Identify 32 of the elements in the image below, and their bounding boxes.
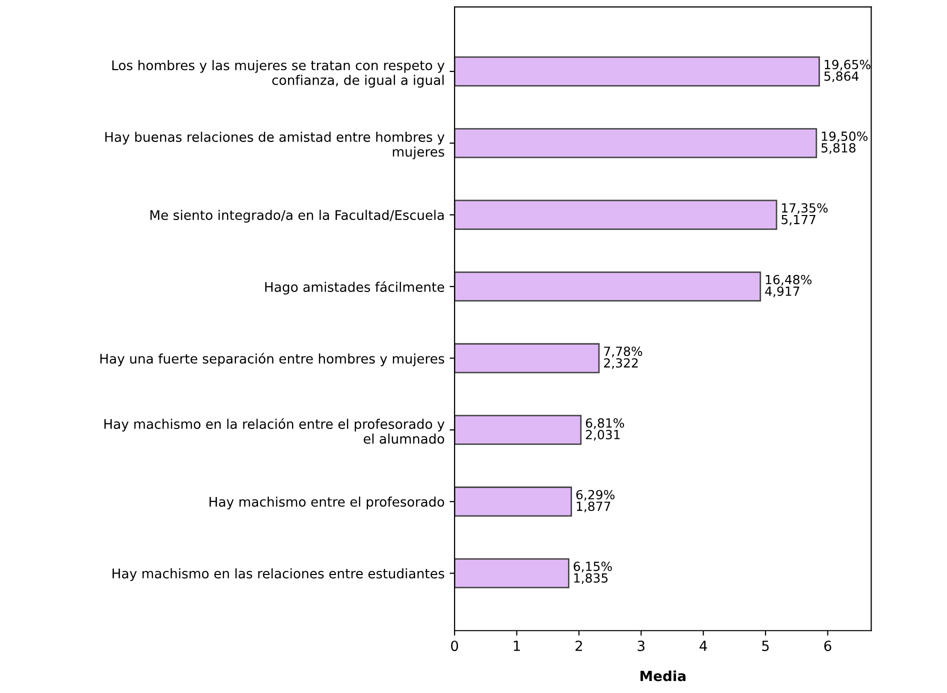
bar: [454, 414, 582, 445]
y-tick-label: Hay machismo en las relaciones entre estudiantes: [112, 568, 444, 582]
x-tick-label: 2: [576, 640, 582, 651]
y-tick-label: Hago amistades fácilmente: [265, 281, 444, 295]
bar: [454, 56, 820, 86]
x-tick-label: 3: [638, 640, 644, 652]
y-tick-label: Hay machismo en la relación entre el profesorado y el alumnado: [104, 418, 444, 444]
x-tick-label: 5: [762, 640, 769, 652]
bar: [454, 128, 818, 158]
bar: [454, 558, 570, 588]
x-axis-title: Media: [640, 670, 686, 682]
annotation: 16,48% 4,917: [765, 274, 812, 298]
bar: [454, 486, 572, 517]
bar: [454, 271, 762, 302]
y-tick-label: Hay machismo entre el profesorado: [210, 496, 444, 510]
bar: [454, 343, 600, 374]
bar: [454, 200, 778, 230]
y-tick-label: Hay una fuerte separación entre hombres y mujeres: [100, 352, 444, 366]
annotation: 6,81% 2,031: [586, 418, 624, 441]
annotation: 6,15% 1,835: [574, 562, 612, 584]
x-tick-label: 1: [514, 640, 520, 651]
x-tick-label: 0: [451, 640, 458, 652]
annotation: 19,50% 5,818: [822, 132, 868, 154]
y-tick-label: Me siento integrado/a en la Facultad/Escuela: [150, 210, 444, 223]
annotation: 6,29% 1,877: [576, 490, 614, 512]
x-tick-label: 6: [824, 640, 832, 652]
annotation: 7,78% 2,322: [604, 346, 642, 369]
annotation: 19,65% 5,864: [824, 60, 870, 82]
annotation: 17,35% 5,177: [782, 203, 828, 226]
y-tick-label: Hay buenas relaciones de amistad entre hombres y mujeres: [105, 132, 444, 160]
x-tick-label: 4: [700, 640, 707, 651]
y-tick-label: Los hombres y las mujeres se tratan con respeto y confianza, de igual a igual: [112, 60, 444, 88]
